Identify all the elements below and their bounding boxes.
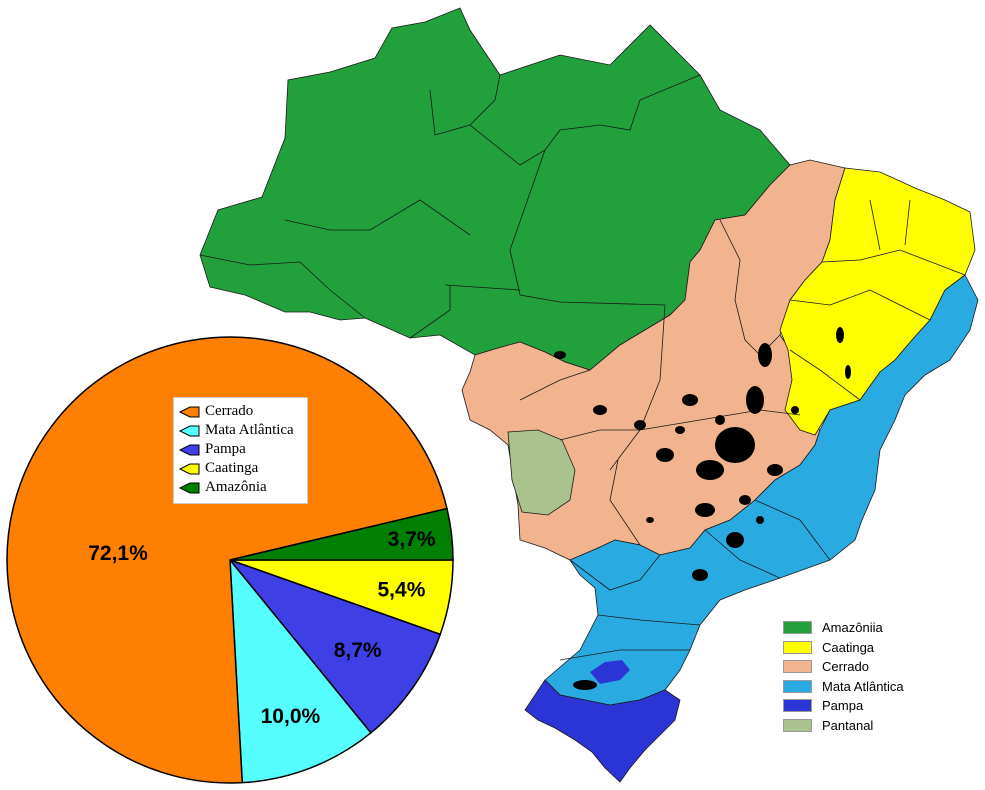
vegetation-fragments xyxy=(554,327,851,690)
pie-slice-label: 8,7% xyxy=(334,639,382,662)
map-legend-item: Caatinga xyxy=(783,638,923,658)
pie-legend-label: Mata Atlântica xyxy=(205,422,294,438)
map-legend-label: Pantanal xyxy=(822,717,874,733)
map-legend-item: Pantanal xyxy=(783,716,923,736)
pie-slice-label: 10,0% xyxy=(261,705,321,728)
pie-legend-swatch xyxy=(178,425,200,437)
pie-legend-label: Amazônia xyxy=(205,479,267,495)
biome-pampa xyxy=(524,679,681,783)
pie-slice-amaz-nia xyxy=(229,507,454,561)
map-legend-label: Caatinga xyxy=(822,639,875,655)
map-legend-swatch xyxy=(783,660,812,674)
pie-legend-swatch xyxy=(178,406,200,418)
map-legend-item: Cerrado xyxy=(783,657,923,677)
map-legend-swatch xyxy=(783,679,812,693)
map-legend-item: Pampa xyxy=(783,696,923,716)
pie-slice-label: 5,4% xyxy=(378,578,426,601)
pie-legend-label: Pampa xyxy=(205,441,246,457)
pie-legend-item: Pampa xyxy=(178,440,307,459)
pie-slice-label: 72,1% xyxy=(88,542,148,565)
pie-legend-swatch xyxy=(178,463,200,475)
map-legend-label: Pampa xyxy=(822,698,864,714)
pie-legend-item: Caatinga xyxy=(178,459,307,478)
map-legend-swatch xyxy=(783,640,812,654)
pie-slice-label: 3,7% xyxy=(388,528,436,551)
pie-legend-swatch xyxy=(178,444,200,456)
map-legend: Amazôniia Caatinga Cerrado Mata Atlântic… xyxy=(783,618,923,735)
pampa-patch xyxy=(590,660,630,684)
pie-legend: Cerrado Mata Atlântica Pampa Caatinga Am… xyxy=(173,397,308,504)
map-legend-label: Cerrado xyxy=(822,659,869,675)
pie-legend-item: Cerrado xyxy=(178,402,307,421)
map-legend-label: Amazôniia xyxy=(822,620,883,636)
pie-slice-cerrado xyxy=(6,336,448,784)
pie-legend-swatch xyxy=(178,482,200,494)
pie-legend-item: Mata Atlântica xyxy=(178,421,307,440)
map-legend-swatch xyxy=(783,621,812,635)
pie-slice-pampa xyxy=(227,558,442,734)
biome-pantanal xyxy=(507,429,576,516)
pie-slice-mata-atl-ntica xyxy=(229,557,372,784)
biome-mata-atlantica xyxy=(544,274,979,706)
map-legend-swatch xyxy=(783,718,812,732)
map-legend-item: Mata Atlântica xyxy=(783,677,923,697)
map-legend-item: Amazôniia xyxy=(783,618,923,638)
pie-legend-item: Amazônia xyxy=(178,478,307,497)
pie-legend-label: Cerrado xyxy=(205,403,254,419)
map-legend-label: Mata Atlântica xyxy=(822,678,904,694)
map-legend-swatch xyxy=(783,699,812,713)
pie-legend-label: Caatinga xyxy=(205,460,259,476)
state-boundaries xyxy=(199,74,966,661)
